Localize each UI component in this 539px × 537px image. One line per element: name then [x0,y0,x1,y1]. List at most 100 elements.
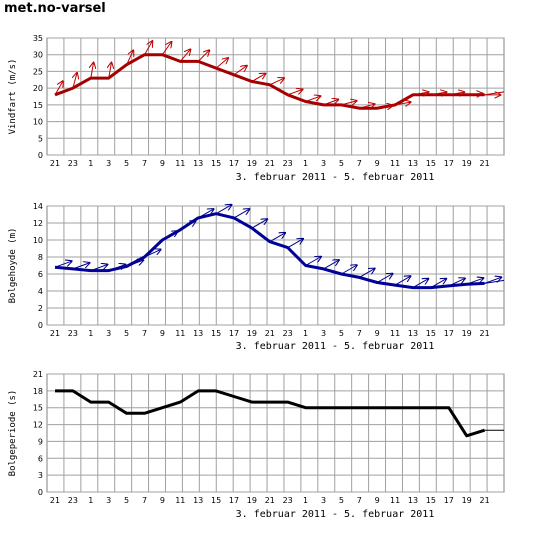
x-tick-label: 15 [426,159,436,168]
x-tick-label: 9 [160,159,165,168]
x-tick-label: 3 [106,496,111,505]
x-tick-label: 13 [193,329,203,338]
direction-arrow [484,277,502,284]
y-tick-label: 6 [38,454,43,463]
y-tick-label: 30 [33,51,43,60]
y-axis-label: Vindfart (m/s) [8,59,18,135]
direction-arrow [287,239,304,249]
direction-arrow [323,99,339,106]
direction-arrow [215,205,232,215]
direction-arrow [109,62,112,79]
x-tick-label: 11 [390,329,400,338]
direction-arrow [448,92,465,95]
direction-arrow [91,62,94,79]
direction-arrow [430,279,447,289]
direction-arrow [144,41,153,55]
x-tick-label: 9 [375,159,380,168]
direction-arrow [287,89,303,96]
y-tick-label: 12 [33,219,43,228]
direction-arrow [412,92,429,95]
x-tick-label: 21 [265,159,275,168]
x-tick-label: 19 [247,496,257,505]
x-axis-caption: 3. februar 2011 - 5. februar 2011 [236,509,435,520]
x-tick-label: 13 [408,496,418,505]
x-tick-label: 21 [50,159,60,168]
x-tick-label: 7 [357,159,362,168]
y-tick-label: 6 [38,270,43,279]
x-tick-label: 17 [444,496,454,505]
direction-arrow [430,92,447,95]
direction-arrow [73,73,77,89]
direction-arrow [108,264,126,272]
x-tick-label: 5 [124,496,129,505]
x-tick-label: 5 [339,329,344,338]
direction-arrow [323,260,340,270]
y-axis-label: Bolgehoyde (m) [8,228,18,304]
x-tick-label: 21 [480,159,490,168]
x-tick-label: 9 [375,496,380,505]
x-tick-label: 21 [480,496,490,505]
x-tick-label: 19 [247,329,257,338]
x-tick-label: 15 [211,159,221,168]
direction-arrow [161,42,171,56]
x-tick-label: 1 [88,159,93,168]
plot-area [46,37,505,156]
x-tick-label: 21 [480,329,490,338]
x-axis-caption: 3. februar 2011 - 5. februar 2011 [236,172,435,183]
plot-area [46,205,505,326]
direction-arrow [305,96,321,102]
direction-arrow [377,105,393,108]
direction-arrow [269,78,285,86]
x-tick-label: 13 [408,159,418,168]
y-tick-label: 35 [33,34,43,43]
x-tick-label: 1 [303,159,308,168]
x-tick-label: 21 [265,496,275,505]
x-tick-label: 19 [462,496,472,505]
direction-arrow [72,263,90,270]
direction-arrow [180,221,196,231]
x-tick-label: 17 [229,329,239,338]
x-tick-label: 5 [339,159,344,168]
x-tick-label: 19 [462,329,472,338]
x-tick-label: 23 [283,159,293,168]
x-tick-label: 7 [142,329,147,338]
direction-arrow [376,274,393,283]
direction-arrow [233,209,250,219]
plot-area [46,373,505,493]
direction-arrow [359,268,375,278]
direction-arrow [126,260,144,267]
y-tick-label: 20 [33,84,43,93]
direction-arrow [448,278,465,287]
y-tick-label: 21 [33,370,43,379]
x-tick-label: 19 [247,159,257,168]
direction-arrow [233,66,247,76]
x-tick-label: 11 [175,329,185,338]
x-tick-label: 15 [211,329,221,338]
y-tick-label: 4 [38,287,43,296]
x-tick-label: 7 [357,329,362,338]
x-tick-label: 21 [50,496,60,505]
x-tick-label: 1 [88,496,93,505]
direction-arrow [126,50,134,65]
direction-arrow [359,104,374,108]
x-tick-label: 19 [462,159,472,168]
x-tick-label: 11 [390,159,400,168]
x-tick-label: 3 [106,159,111,168]
x-tick-label: 13 [408,329,418,338]
direction-arrow [341,265,357,275]
x-tick-label: 3 [321,329,326,338]
direction-arrow [305,257,322,266]
x-tick-label: 17 [229,496,239,505]
direction-arrow [466,93,483,94]
x-tick-label: 11 [175,496,185,505]
x-tick-label: 15 [426,496,436,505]
direction-arrow [144,249,161,258]
y-tick-label: 10 [33,118,43,127]
direction-arrow [251,219,268,229]
x-tick-label: 5 [339,496,344,505]
x-tick-label: 15 [426,329,436,338]
